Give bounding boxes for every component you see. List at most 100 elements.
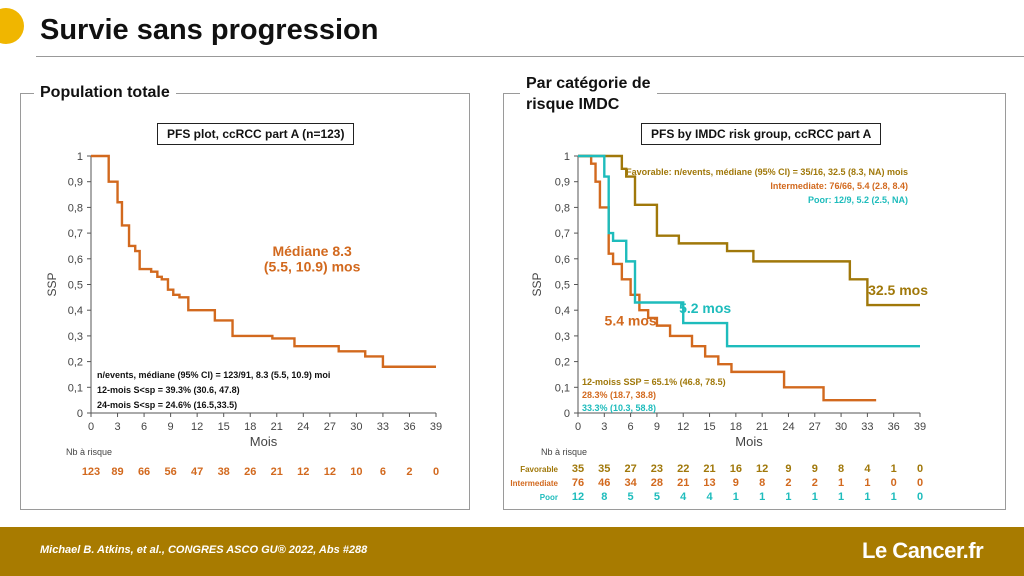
risk-count-poor-2: 5 [628,491,634,503]
risk-count-intermediate-11: 1 [864,477,870,489]
logo-text-post: ancer.fr [907,538,984,563]
y-tick-label-0-0: 0 [77,408,83,420]
risk-row-label-intermediate: Intermediate [510,479,558,488]
y-tick-label-1-6: 0,6 [555,254,570,266]
series-line-poor [578,154,920,348]
risk-count-poor-7: 1 [759,491,765,503]
panel-total [20,93,470,510]
x-tick-label-1-11: 33 [861,421,873,433]
y-axis-label-0: SSP [45,272,59,296]
y-tick-label-1-2: 0,2 [555,357,570,369]
risk-count-total-8: 12 [297,466,309,478]
risk-count-poor-8: 1 [785,491,791,503]
x-tick-label-1-1: 3 [601,421,607,433]
stat-line-intermediate: 28.3% (18.7, 38.8) [582,390,656,400]
risk-count-total-7: 21 [271,466,283,478]
page-title: Survie sans progression [40,14,379,46]
x-tick-label-0-9: 27 [324,421,336,433]
y-tick-label-1-4: 0,4 [555,305,570,317]
risk-count-intermediate-5: 13 [703,477,715,489]
risk-table-label-0: Nb à risque [66,447,112,457]
x-tick-label-0-6: 18 [244,421,256,433]
risk-count-favorable-0: 35 [572,463,584,475]
series-line-total [91,154,436,368]
y-tick-label-1-8: 0,8 [555,202,570,214]
median-annotation-0: Médiane 8.3 [272,243,352,259]
risk-count-total-1: 89 [111,466,123,478]
risk-count-total-3: 56 [164,466,176,478]
legend-entry-poor: Poor: 12/9, 5.2 (2.5, NA) [808,195,908,205]
x-tick-label-1-0: 0 [575,421,581,433]
chart-title-imdc: PFS by IMDC risk group, ccRCC part A [641,123,882,145]
legend-entry-favorable: Favorable: n/events, médiane (95% CI) = … [626,167,908,177]
x-tick-label-1-2: 6 [628,421,634,433]
x-tick-label-1-12: 36 [888,421,900,433]
risk-count-poor-13: 0 [917,491,923,503]
y-tick-label-1-0: 0 [564,408,570,420]
risk-count-poor-5: 4 [706,491,713,503]
logo-c: C [892,538,908,563]
risk-count-total-11: 6 [380,466,386,478]
risk-count-favorable-9: 9 [812,463,818,475]
risk-count-total-0: 123 [82,466,100,478]
risk-count-intermediate-6: 9 [733,477,739,489]
y-tick-label-0-10: 1 [77,151,83,163]
risk-count-favorable-6: 16 [730,463,742,475]
risk-count-poor-9: 1 [812,491,818,503]
x-tick-label-1-5: 15 [703,421,715,433]
y-tick-label-0-6: 0,6 [68,254,83,266]
y-tick-label-1-7: 0,7 [555,228,570,240]
risk-count-poor-12: 1 [891,491,897,503]
risk-count-favorable-10: 8 [838,463,844,475]
risk-count-intermediate-0: 76 [572,477,584,489]
y-tick-label-0-8: 0,8 [68,202,83,214]
risk-count-total-4: 47 [191,466,203,478]
series-line-intermediate [578,154,877,402]
risk-count-total-13: 0 [433,466,439,478]
risk-count-favorable-8: 9 [785,463,791,475]
x-tick-label-1-3: 9 [654,421,660,433]
risk-count-favorable-12: 1 [891,463,897,475]
x-tick-label-1-10: 30 [835,421,847,433]
median-annotation-poor: 5.2 mos [679,300,731,316]
risk-count-intermediate-3: 28 [651,477,663,489]
risk-count-favorable-3: 23 [651,463,663,475]
risk-count-favorable-13: 0 [917,463,923,475]
footer-bar [0,527,1024,576]
x-tick-label-0-2: 6 [141,421,147,433]
x-axis-label-1: Mois [735,434,763,449]
x-tick-label-0-4: 12 [191,421,203,433]
y-tick-label-1-5: 0,5 [555,280,570,292]
y-tick-label-0-3: 0,3 [68,331,83,343]
panel-title-total: Population totale [34,82,176,103]
risk-count-intermediate-2: 34 [624,477,637,489]
risk-count-favorable-11: 4 [864,463,871,475]
panel-title-imdc-1: Par catégorie de [520,73,657,94]
panel-title-imdc-2: risque IMDC [520,94,626,115]
x-tick-label-0-5: 15 [218,421,230,433]
risk-count-favorable-2: 27 [624,463,636,475]
risk-count-poor-4: 4 [680,491,687,503]
x-tick-label-0-3: 9 [168,421,174,433]
risk-count-intermediate-8: 2 [785,477,791,489]
series-line-favorable [578,154,920,307]
x-tick-label-0-1: 3 [114,421,120,433]
median-annotation-1: (5.5, 10.9) mos [264,259,361,275]
risk-count-poor-11: 1 [864,491,870,503]
stat-line-1: 12-mois S<sp = 39.3% (30.6, 47.8) [97,385,240,395]
risk-count-intermediate-10: 1 [838,477,844,489]
x-tick-label-0-0: 0 [88,421,94,433]
median-annotation-intermediate: 5.4 mos [605,313,657,329]
risk-count-total-9: 12 [324,466,336,478]
risk-row-label-poor: Poor [540,493,558,502]
citation: Michael B. Atkins, et al., CONGRES ASCO … [40,544,368,556]
y-tick-label-1-10: 1 [564,151,570,163]
stat-line-poor: 33.3% (10.3, 58.8) [582,403,656,413]
risk-count-poor-0: 12 [572,491,584,503]
logo-text-pre: Le [862,538,893,563]
x-tick-label-1-4: 12 [677,421,689,433]
y-tick-label-0-1: 0,1 [68,382,83,394]
risk-count-total-2: 66 [138,466,150,478]
risk-table-label-1: Nb à risque [541,447,587,457]
